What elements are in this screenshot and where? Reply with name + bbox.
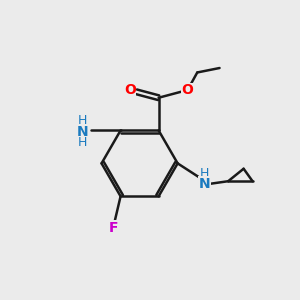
Text: N: N xyxy=(199,177,210,191)
Text: O: O xyxy=(182,83,194,97)
Text: H: H xyxy=(78,114,87,128)
Text: F: F xyxy=(108,221,118,235)
Text: H: H xyxy=(78,136,87,149)
Text: H: H xyxy=(200,167,209,180)
Text: N: N xyxy=(77,125,88,139)
Text: O: O xyxy=(124,83,136,97)
